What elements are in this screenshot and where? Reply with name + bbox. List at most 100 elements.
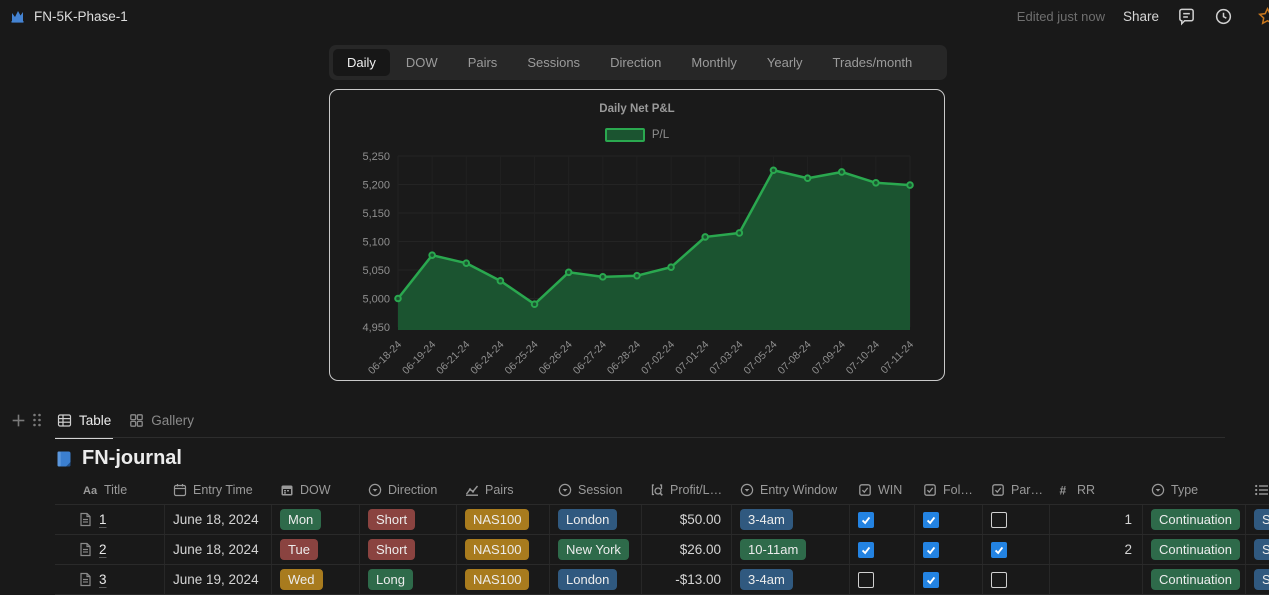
row-open-link[interactable]: 2 bbox=[79, 542, 107, 557]
cell-entry_window[interactable]: 3-4am bbox=[732, 565, 850, 594]
column-header-partials[interactable]: Par… bbox=[983, 476, 1050, 504]
tag: NAS100 bbox=[465, 509, 529, 530]
cell-partials[interactable] bbox=[983, 535, 1050, 564]
cell-title[interactable]: 3 bbox=[55, 565, 165, 594]
tag: 10-11am bbox=[740, 539, 806, 560]
view-tab-monthly[interactable]: Monthly bbox=[677, 49, 751, 76]
tag: London bbox=[558, 569, 617, 590]
column-header-title[interactable]: AaTitle bbox=[55, 476, 165, 504]
checkbox-checked[interactable] bbox=[858, 512, 874, 528]
svg-text:5,150: 5,150 bbox=[362, 208, 390, 220]
row-open-link[interactable]: 3 bbox=[79, 572, 107, 587]
updates-clock-icon[interactable] bbox=[1214, 7, 1233, 26]
cell-pairs[interactable]: NAS100 bbox=[457, 505, 550, 534]
cell-win[interactable] bbox=[850, 535, 915, 564]
cell-followed[interactable] bbox=[915, 535, 983, 564]
column-header-direction[interactable]: Direction bbox=[360, 476, 457, 504]
view-tab-direction[interactable]: Direction bbox=[596, 49, 675, 76]
column-header-rr[interactable]: #RR bbox=[1050, 476, 1143, 504]
collection-tab-table[interactable]: Table bbox=[55, 407, 113, 439]
view-tab-sessions[interactable]: Sessions bbox=[513, 49, 594, 76]
cell-direction[interactable]: Long bbox=[360, 565, 457, 594]
view-tab-trades-month[interactable]: Trades/month bbox=[819, 49, 927, 76]
cell-profit[interactable]: $50.00 bbox=[642, 505, 732, 534]
cell-pairs[interactable]: NAS100 bbox=[457, 565, 550, 594]
cell-win[interactable] bbox=[850, 565, 915, 594]
favorite-star-icon[interactable] bbox=[1258, 7, 1269, 26]
cell-entry_time[interactable]: June 19, 2024 bbox=[165, 565, 272, 594]
cell-dow[interactable]: Mon bbox=[272, 505, 360, 534]
checkbox-checked[interactable] bbox=[923, 512, 939, 528]
cell-entry_time[interactable]: June 18, 2024 bbox=[165, 505, 272, 534]
table-header-row: AaTitleEntry TimeDOWDirectionPairsSessio… bbox=[55, 476, 1269, 505]
column-header-session[interactable]: Session bbox=[550, 476, 642, 504]
checkbox-checked[interactable] bbox=[923, 542, 939, 558]
cell-rr[interactable]: 1 bbox=[1050, 505, 1143, 534]
column-header-followed[interactable]: Fol… bbox=[915, 476, 983, 504]
cell-entry_window[interactable]: 10-11am bbox=[732, 535, 850, 564]
column-header-profit[interactable]: Profit/L… bbox=[642, 476, 732, 504]
share-button[interactable]: Share bbox=[1123, 9, 1159, 24]
page-breadcrumb-title[interactable]: FN-5K-Phase-1 bbox=[34, 9, 128, 24]
collection-divider bbox=[55, 437, 1225, 438]
comments-icon[interactable] bbox=[1177, 7, 1196, 26]
drag-handle-icon[interactable] bbox=[30, 412, 44, 428]
checkbox-unchecked[interactable] bbox=[991, 572, 1007, 588]
svg-text:07-01-24: 07-01-24 bbox=[673, 339, 711, 377]
cell-dow[interactable]: Wed bbox=[272, 565, 360, 594]
collection-tab-gallery[interactable]: Gallery bbox=[127, 407, 196, 439]
view-tab-daily[interactable]: Daily bbox=[333, 49, 390, 76]
cell-type[interactable]: Continuation bbox=[1143, 535, 1246, 564]
cell-title[interactable]: 2 bbox=[55, 535, 165, 564]
checkbox-unchecked[interactable] bbox=[991, 512, 1007, 528]
cell-type[interactable]: Continuation bbox=[1143, 505, 1246, 534]
column-header-type[interactable]: Type bbox=[1143, 476, 1246, 504]
checkbox-unchecked[interactable] bbox=[858, 572, 874, 588]
cell-entry_window[interactable]: 3-4am bbox=[732, 505, 850, 534]
collection-title-text[interactable]: FN-journal bbox=[82, 447, 182, 470]
cell-pairs[interactable]: NAS100 bbox=[457, 535, 550, 564]
daily-net-pl-chart-card: 4,9505,0005,0505,1005,1505,2005,25006-18… bbox=[329, 89, 945, 381]
column-header-setup[interactable] bbox=[1246, 476, 1269, 504]
tag: Continuation bbox=[1151, 539, 1240, 560]
checkbox-checked[interactable] bbox=[858, 542, 874, 558]
column-header-entry_window[interactable]: Entry Window bbox=[732, 476, 850, 504]
cell-partials[interactable] bbox=[983, 505, 1050, 534]
cell-setup[interactable]: S bbox=[1246, 535, 1269, 564]
column-header-dow[interactable]: DOW bbox=[272, 476, 360, 504]
cell-direction[interactable]: Short bbox=[360, 535, 457, 564]
cell-session[interactable]: New York bbox=[550, 535, 642, 564]
cell-profit[interactable]: $26.00 bbox=[642, 535, 732, 564]
column-header-pairs[interactable]: Pairs bbox=[457, 476, 550, 504]
svg-text:07-11-24: 07-11-24 bbox=[878, 339, 916, 377]
view-tab-pairs[interactable]: Pairs bbox=[454, 49, 512, 76]
cell-win[interactable] bbox=[850, 505, 915, 534]
journal-table: AaTitleEntry TimeDOWDirectionPairsSessio… bbox=[55, 476, 1269, 595]
column-header-entry_time[interactable]: Entry Time bbox=[165, 476, 272, 504]
cell-profit[interactable]: -$13.00 bbox=[642, 565, 732, 594]
column-header-win[interactable]: WIN bbox=[850, 476, 915, 504]
cell-followed[interactable] bbox=[915, 505, 983, 534]
cell-setup[interactable]: S bbox=[1246, 565, 1269, 594]
cell-title[interactable]: 1 bbox=[55, 505, 165, 534]
view-tab-dow[interactable]: DOW bbox=[392, 49, 452, 76]
add-view-icon[interactable] bbox=[10, 412, 27, 429]
cell-rr[interactable] bbox=[1050, 565, 1143, 594]
cell-entry_time[interactable]: June 18, 2024 bbox=[165, 535, 272, 564]
cell-setup[interactable]: S bbox=[1246, 505, 1269, 534]
cell-dow[interactable]: Tue bbox=[272, 535, 360, 564]
cell-partials[interactable] bbox=[983, 565, 1050, 594]
view-tab-yearly[interactable]: Yearly bbox=[753, 49, 817, 76]
cell-followed[interactable] bbox=[915, 565, 983, 594]
checkbox-checked[interactable] bbox=[991, 542, 1007, 558]
cell-session[interactable]: London bbox=[550, 505, 642, 534]
cell-rr[interactable]: 2 bbox=[1050, 535, 1143, 564]
checkbox-checked[interactable] bbox=[923, 572, 939, 588]
cell-direction[interactable]: Short bbox=[360, 505, 457, 534]
svg-text:5,050: 5,050 bbox=[362, 265, 390, 277]
multiselect-icon bbox=[1254, 483, 1269, 497]
tag: Continuation bbox=[1151, 569, 1240, 590]
cell-session[interactable]: London bbox=[550, 565, 642, 594]
row-open-link[interactable]: 1 bbox=[79, 512, 107, 527]
cell-type[interactable]: Continuation bbox=[1143, 565, 1246, 594]
